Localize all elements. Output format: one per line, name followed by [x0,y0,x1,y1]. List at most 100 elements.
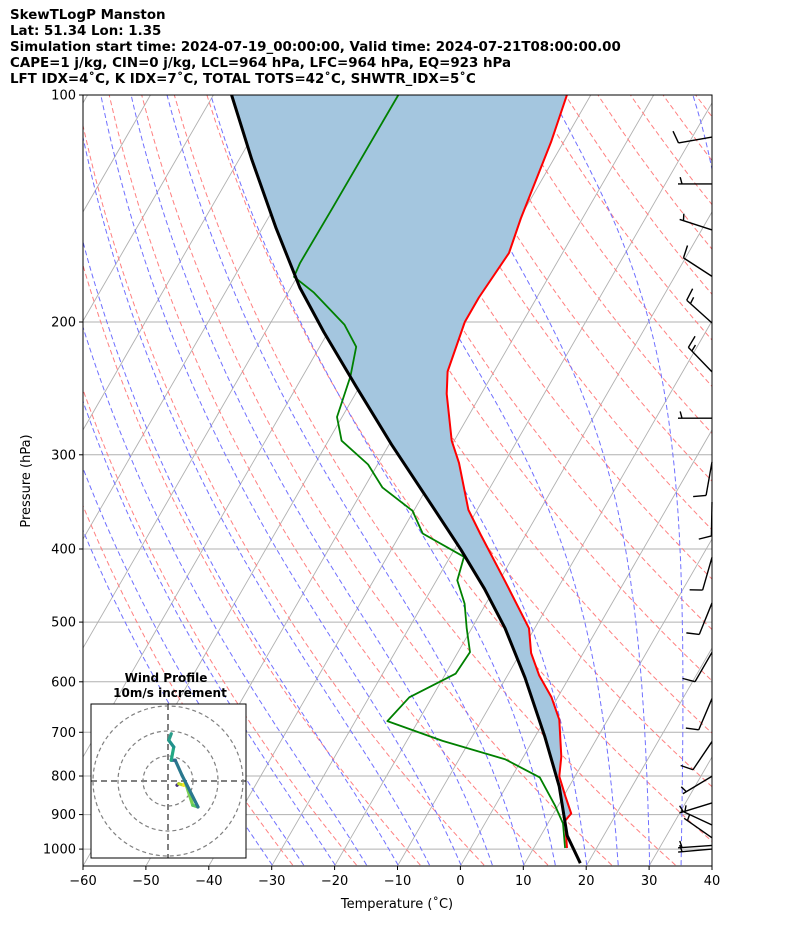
wind-barb [680,741,713,771]
time-info: Simulation start time: 2024-07-19_00:00:… [10,40,621,55]
title: SkewTLogP Manston [10,8,166,23]
temperature-line [445,95,573,849]
x-tick-label: −50 [132,874,159,889]
wind-barb-full [686,288,694,301]
isotherm-line [649,756,712,866]
dry-adiabat-line [304,95,712,682]
wind-barb [682,651,713,683]
wind-barb-shaft [705,461,713,496]
x-tick-label: −10 [384,874,411,889]
x-tick-label: −30 [258,874,285,889]
wind-barb-full [680,764,694,771]
x-tick-label: 30 [641,874,658,889]
y-tick-label: 1000 [43,843,76,858]
x-tick-label: −40 [195,874,222,889]
isotherm-line [83,95,88,104]
moist-adiabat-line [550,95,684,866]
wind-barb-half [684,805,687,813]
hodograph-ring [117,730,219,832]
dry-adiabat-line [564,95,712,296]
stability-parameters: CAPE=1 j/kg, CIN=0 j/kg, LCL=964 hPa, LF… [10,56,512,71]
wind-barb [687,335,713,373]
moist-adiabat-line [130,95,493,866]
wind-barb-full [682,677,696,683]
wind-barb-shaft [701,557,713,591]
hodograph-segment [173,758,184,777]
hodograph-title: Wind Profile [125,671,208,685]
moist-adiabat-line [83,399,336,866]
axis-ticks: −60 −50 −40 −30 −20 −10 0 10 20 30 40 100 200 300 400 5… [43,89,720,890]
hodograph-inset: Wind Profile 10m/s increment [90,671,247,859]
wind-barb [685,698,713,731]
wind-barb-shaft [683,257,713,277]
isotherm-line [586,647,712,866]
isotherm-line [460,429,712,866]
moist-adiabat-line [100,95,462,866]
y-tick-label: 400 [51,543,76,558]
y-tick-label: 900 [51,808,76,823]
parcel-line [230,95,582,864]
wind-barb-shaft [698,698,713,731]
wind-barb [678,411,712,419]
wind-barb-half [679,411,683,419]
y-tick-label: 600 [51,675,76,690]
isotherm-line [83,95,340,540]
moist-adiabat-line [83,134,430,866]
wind-barb [698,501,713,540]
isotherm-line [523,538,712,866]
wind-barb-shaft [679,218,713,231]
moist-adiabat-line [210,95,556,866]
wind-barb-full [682,245,689,259]
x-tick-label: 0 [456,874,464,889]
x-tick-label: −20 [321,874,348,889]
stability-indices: LFT IDX=4˚C, K IDX=7˚C, TOTAL TOTS=42˚C,… [10,72,476,87]
dry-adiabat-line [173,95,676,866]
wind-barb-half [679,844,683,852]
wind-barb-shaft [678,844,713,849]
hodograph-subtitle: 10m/s increment [113,686,227,700]
hodograph-frame [90,703,247,859]
isotherm-line [713,95,794,865]
y-tick-label: 800 [51,770,76,785]
hodograph-segment [167,732,173,742]
wind-barb-shaft [687,346,713,373]
y-axis-label: Pressure (hPa) [19,434,34,527]
wind-barb [686,602,713,636]
y-tick-label: 500 [51,616,76,631]
wind-barb-half [689,297,695,304]
dry-adiabat-line [108,95,549,866]
x-tick-label: 10 [515,874,532,889]
wind-barb [693,461,713,498]
isotherm-line [334,211,712,866]
dry-adiabat-line [83,504,294,866]
moist-adiabat-line [83,325,368,866]
hodograph-plot [91,704,246,858]
wind-barb-full [693,494,707,498]
hodograph-segment [180,773,200,809]
chart-header: SkewTLogP Manston Lat: 51.34 Lon: 1.35 S… [10,8,621,88]
wind-barb [682,245,713,277]
wind-barb-shaft [692,741,713,771]
hodograph-segment [169,745,176,762]
wind-barb [678,176,712,185]
wind-barb-full [687,335,696,348]
wind-barb-half [686,813,691,821]
dry-adiabat-line [83,263,421,866]
dry-adiabat-line [434,95,712,482]
dry-adiabat-line [83,388,357,866]
x-axis-label: Temperature (˚C) [340,896,453,912]
wind-barb [679,213,713,231]
wind-barb-full [685,727,699,731]
x-tick-label: 40 [704,874,721,889]
wind-barb [678,844,713,853]
x-tick-label: −60 [69,874,96,889]
dry-adiabat-line [532,95,712,341]
y-tick-label: 200 [51,316,76,331]
isotherm-line [83,95,277,431]
wind-barb-full [698,535,712,540]
moist-adiabat-line [265,95,588,866]
wind-barb [686,288,713,324]
isotherm-line [271,102,712,866]
dry-adiabat-line [597,95,712,250]
